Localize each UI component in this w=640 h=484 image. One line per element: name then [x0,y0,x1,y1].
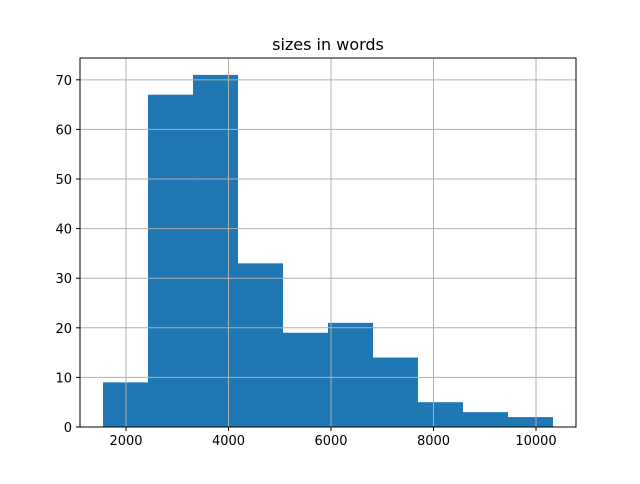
x-tick-label: 4000 [212,434,245,449]
y-tick-label: 70 [55,74,72,89]
histogram-bar [328,322,373,427]
histogram-bar [148,94,194,428]
histogram-bar [417,402,463,427]
y-tick-label: 30 [55,272,72,287]
histogram-bar [238,263,284,427]
y-tick-label: 0 [64,421,72,436]
histogram-bar [372,357,418,427]
histogram-bar [507,417,553,427]
y-tick-label: 40 [55,223,72,238]
x-tick-label: 10000 [515,434,556,449]
x-tick-label: 6000 [314,434,347,449]
y-tick-label: 10 [55,371,72,386]
histogram-bar [462,412,508,427]
histogram-bar [283,332,328,427]
histogram-bar [103,382,149,427]
y-tick-label: 20 [55,322,72,337]
x-tick-label: 2000 [109,434,142,449]
x-tick-label: 8000 [417,434,450,449]
chart-title: sizes in words [272,35,384,54]
y-tick-label: 60 [55,123,72,138]
y-tick-label: 50 [55,173,72,188]
histogram-bar [193,74,239,427]
axes-frame [79,57,577,428]
